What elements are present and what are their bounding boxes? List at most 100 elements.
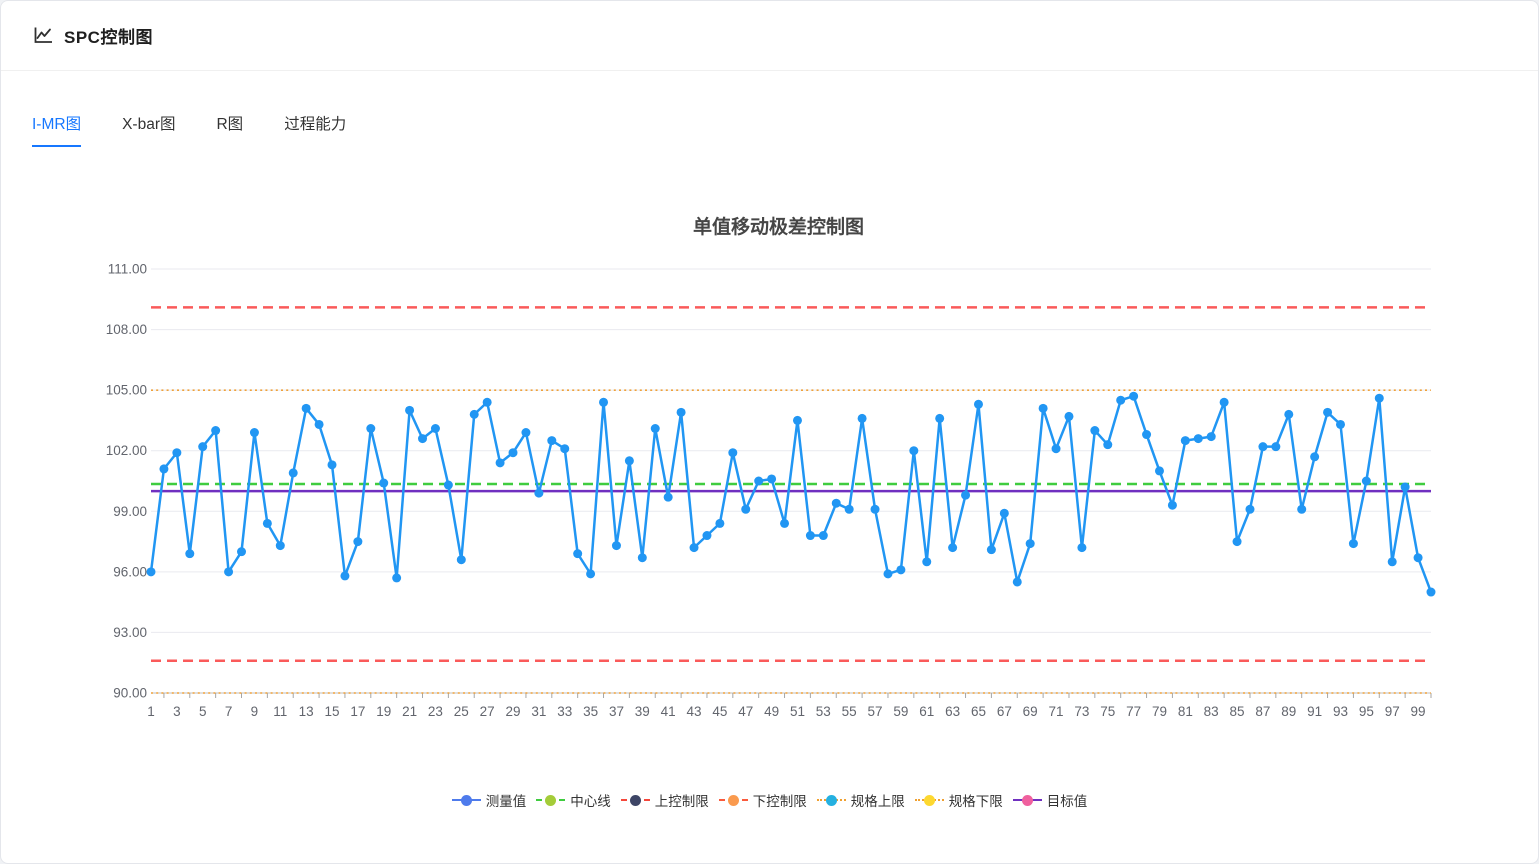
data-point[interactable]: [715, 518, 725, 528]
data-point[interactable]: [624, 456, 634, 466]
data-point[interactable]: [1335, 419, 1345, 429]
data-point[interactable]: [1193, 434, 1203, 444]
data-point[interactable]: [999, 508, 1009, 518]
data-point[interactable]: [1012, 577, 1022, 587]
data-point[interactable]: [1323, 407, 1333, 417]
data-point[interactable]: [896, 565, 906, 575]
data-point[interactable]: [650, 424, 660, 434]
data-point[interactable]: [857, 413, 867, 423]
legend-item-ucl[interactable]: 上控制限: [620, 790, 709, 810]
data-point[interactable]: [728, 448, 738, 458]
data-point[interactable]: [379, 478, 389, 488]
data-point[interactable]: [1090, 426, 1100, 436]
data-point[interactable]: [275, 541, 285, 551]
data-point[interactable]: [1116, 395, 1126, 405]
data-point[interactable]: [185, 549, 195, 559]
data-point[interactable]: [1180, 436, 1190, 446]
data-point[interactable]: [922, 557, 932, 567]
data-point[interactable]: [1348, 539, 1358, 549]
data-point[interactable]: [159, 464, 169, 474]
data-point[interactable]: [1374, 393, 1384, 403]
data-point[interactable]: [780, 518, 790, 528]
legend-item-center[interactable]: 中心线: [536, 790, 611, 810]
data-point[interactable]: [301, 403, 311, 413]
data-point[interactable]: [340, 571, 350, 581]
data-point[interactable]: [1387, 557, 1397, 567]
data-point[interactable]: [935, 413, 945, 423]
data-point[interactable]: [1051, 444, 1061, 454]
data-point[interactable]: [818, 531, 828, 541]
data-point[interactable]: [288, 468, 298, 478]
data-point[interactable]: [224, 567, 234, 577]
data-point[interactable]: [146, 567, 156, 577]
data-point[interactable]: [405, 405, 415, 415]
data-point[interactable]: [1400, 482, 1410, 492]
data-point[interactable]: [599, 397, 609, 407]
legend-item-target[interactable]: 目标值: [1012, 790, 1087, 810]
legend-item-lcl[interactable]: 下控制限: [718, 790, 807, 810]
data-point[interactable]: [1219, 397, 1229, 407]
data-point[interactable]: [534, 488, 544, 498]
data-point[interactable]: [198, 442, 208, 452]
data-point[interactable]: [1310, 452, 1320, 462]
data-point[interactable]: [1245, 504, 1255, 514]
data-point[interactable]: [1142, 430, 1152, 440]
data-point[interactable]: [1077, 543, 1087, 553]
data-point[interactable]: [986, 545, 996, 555]
data-point[interactable]: [844, 504, 854, 514]
data-point[interactable]: [1038, 403, 1048, 413]
data-point[interactable]: [418, 434, 428, 444]
data-point[interactable]: [456, 555, 466, 565]
data-point[interactable]: [792, 415, 802, 425]
data-point[interactable]: [611, 541, 621, 551]
data-point[interactable]: [211, 426, 221, 436]
data-point[interactable]: [1413, 553, 1423, 563]
data-point[interactable]: [1129, 391, 1139, 401]
data-point[interactable]: [521, 428, 531, 438]
data-point[interactable]: [469, 409, 479, 419]
legend-item-measurement[interactable]: 测量值: [451, 790, 526, 810]
data-point[interactable]: [547, 436, 557, 446]
data-point[interactable]: [249, 428, 259, 438]
data-point[interactable]: [314, 419, 324, 429]
data-point[interactable]: [392, 573, 402, 583]
data-point[interactable]: [366, 424, 376, 434]
tab-r[interactable]: R图: [216, 116, 244, 133]
data-point[interactable]: [327, 460, 337, 470]
data-point[interactable]: [973, 399, 983, 409]
data-point[interactable]: [1154, 466, 1164, 476]
tab-xbar[interactable]: X-bar图: [122, 116, 176, 133]
data-point[interactable]: [663, 492, 673, 502]
data-point[interactable]: [586, 569, 596, 579]
data-point[interactable]: [1103, 440, 1113, 450]
data-point[interactable]: [237, 547, 247, 557]
data-point[interactable]: [909, 446, 919, 456]
data-point[interactable]: [262, 518, 272, 528]
data-point[interactable]: [560, 444, 570, 454]
legend-item-usl[interactable]: 规格上限: [816, 790, 905, 810]
data-point[interactable]: [883, 569, 893, 579]
data-point[interactable]: [1232, 537, 1242, 547]
data-point[interactable]: [961, 490, 971, 500]
data-point[interactable]: [353, 537, 363, 547]
data-point[interactable]: [1167, 500, 1177, 510]
data-point[interactable]: [767, 474, 777, 484]
data-point[interactable]: [482, 397, 492, 407]
tab-capability[interactable]: 过程能力: [284, 116, 347, 133]
data-point[interactable]: [676, 407, 686, 417]
data-point[interactable]: [637, 553, 647, 563]
data-point[interactable]: [689, 543, 699, 553]
data-point[interactable]: [495, 458, 505, 468]
data-point[interactable]: [172, 448, 182, 458]
data-point[interactable]: [1258, 442, 1268, 452]
data-point[interactable]: [573, 549, 583, 559]
data-point[interactable]: [754, 476, 764, 486]
data-point[interactable]: [430, 424, 440, 434]
data-point[interactable]: [1025, 539, 1035, 549]
data-point[interactable]: [870, 504, 880, 514]
data-point[interactable]: [443, 480, 453, 490]
data-point[interactable]: [1284, 409, 1294, 419]
data-point[interactable]: [1271, 442, 1281, 452]
legend-item-lsl[interactable]: 规格下限: [914, 790, 1003, 810]
data-point[interactable]: [741, 504, 751, 514]
